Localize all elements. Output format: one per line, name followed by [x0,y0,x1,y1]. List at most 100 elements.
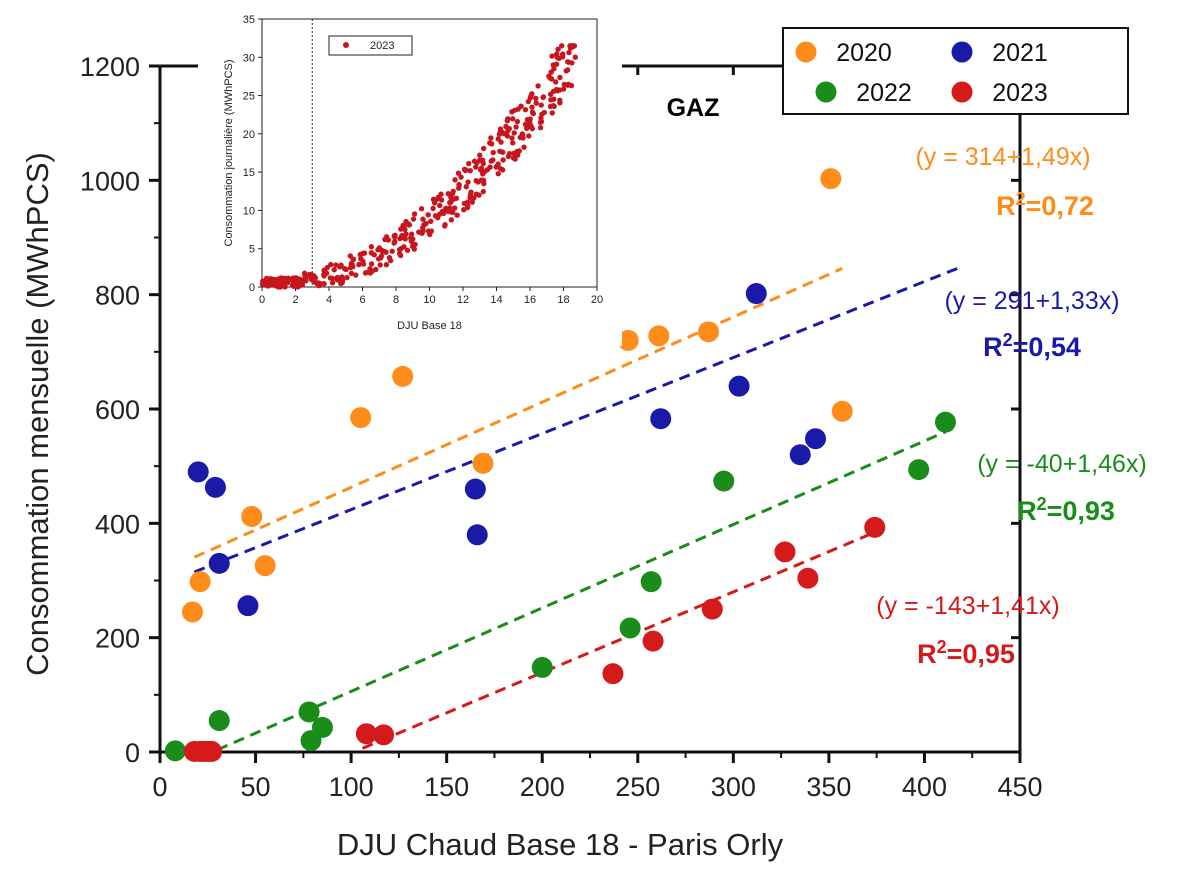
data-point-2021 [728,375,750,397]
inset-data-point [418,206,425,212]
inset-data-point [533,100,539,106]
inset-data-point [473,164,479,170]
inset-data-point [403,231,409,237]
inset-data-point [526,133,532,139]
inset-y-tick-label: 25 [243,91,255,103]
data-point-2023 [701,598,723,620]
inset-data-point [569,60,575,66]
inset-data-point [396,246,403,253]
x-tick-label: 0 [152,772,167,802]
inset-data-point [356,261,362,268]
data-point-2020 [189,571,211,593]
data-point-2022 [531,656,553,678]
inset-data-point [402,236,408,242]
inset-data-point [567,43,573,49]
inset-data-point [488,141,495,147]
data-point-2023 [355,723,377,745]
inset-data-point [477,157,483,163]
inset-x-tick-label: 4 [326,294,332,306]
inset-data-point [404,247,411,254]
inset-data-point [437,202,443,209]
inset-data-point [361,250,368,256]
inset-data-point [488,135,494,141]
data-point-2023 [864,516,886,538]
inset-data-point [505,116,511,122]
inset-data-point [497,127,504,134]
inset-data-point [561,81,568,88]
legend-box [782,27,1129,115]
inset-data-point [353,272,359,278]
inset-data-point [566,49,572,56]
data-point-2022 [164,740,186,762]
inset-data-point [440,210,447,217]
y-tick-label: 800 [95,281,140,311]
fit-line-2022 [216,430,947,752]
main-axes: 0 50 100 150 200 250 300 350 400 4500200400600800… [20,52,1043,862]
inset-data-point [368,250,374,256]
inset-data-point [461,207,467,213]
inset-data-point [301,270,308,276]
x-tick-label: 200 [520,772,565,802]
y-tick-label: 600 [95,395,140,425]
data-point-2020 [697,321,719,343]
inset-data-point [540,94,546,101]
inset-data-point [533,95,539,102]
data-point-2020 [254,555,276,577]
inset-data-point [369,268,375,274]
data-point-2022 [713,470,735,492]
inset-data-point [559,51,566,57]
chart-title: GAZ [667,94,720,122]
inset-data-point [347,264,354,271]
inset-data-point [315,282,322,289]
inset-x-tick-label: 6 [359,294,365,306]
inset-x-tick-label: 8 [393,294,399,306]
inset-data-point [510,116,516,122]
inset-data-point [479,168,486,174]
inset-data-point [398,226,404,232]
inset-data-point [296,281,303,287]
data-point-2020 [350,407,372,429]
inset-data-point [453,195,460,202]
inset-data-point [445,190,451,197]
inset-data-point [557,97,563,103]
inset-data-point [551,96,557,102]
y-tick-label: 200 [95,624,140,654]
legend: 2020 2021 2022 2023 [782,27,1129,115]
inset-x-tick-label: 18 [557,294,569,306]
inset-data-point [511,130,517,136]
inset-data-point [527,116,533,122]
inset-data-point [378,255,384,261]
inset-data-point [529,109,536,115]
inset-x-tick-label: 12 [457,294,469,306]
inset-legend-box [328,35,413,56]
inset-data-point [467,194,473,201]
inset-x-tick-label: 10 [423,294,435,306]
inset-data-point [265,283,272,289]
inset-data-point [509,135,515,141]
inset-data-point [549,53,555,59]
inset-data-point [284,279,291,286]
inset-data-point [455,170,462,176]
inset-data-point [529,104,535,110]
data-point-2023 [774,541,796,563]
inset-y-tick-label: 20 [243,129,255,141]
fit-line-2023 [361,530,876,750]
data-point-2020 [241,505,263,527]
x-tick-label: 350 [806,772,851,802]
data-point-2021 [466,524,488,546]
data-point-2022 [208,710,230,732]
inset-legend-marker [343,42,349,48]
inset-data-point [420,216,426,222]
data-point-2022 [934,411,956,433]
inset-data-point [480,188,486,195]
inset-data-point [521,144,527,150]
x-tick-label: 50 [241,772,271,802]
inset-data-point [348,270,355,277]
inset-data-point [321,280,327,287]
inset-data-point [519,131,526,138]
inset-data-point [487,164,493,170]
inset-data-point [563,68,569,74]
r-squared-2023: R2=0,95 [917,637,1015,669]
legend-label-2020: 2020 [836,39,892,67]
inset-data-point [377,262,383,268]
